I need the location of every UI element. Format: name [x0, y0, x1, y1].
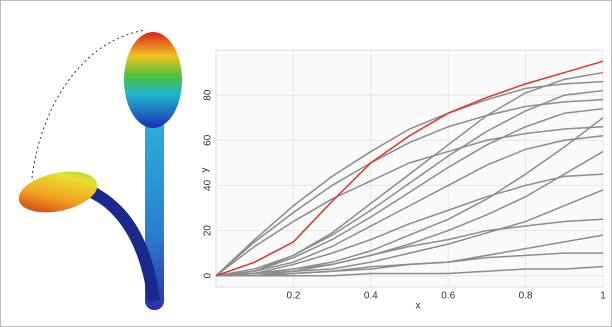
y-tick-label: 0 — [203, 272, 214, 278]
x-tick-label: 0.2 — [286, 291, 300, 302]
x-tick-label: 0.8 — [519, 291, 533, 302]
y-tick-label: 60 — [203, 134, 214, 146]
y-tick-label: 20 — [203, 225, 214, 237]
x-tick-label: 1 — [600, 291, 606, 302]
y-tick-label: 40 — [203, 179, 214, 191]
y-axis-label: y — [200, 168, 211, 173]
y-tick-label: 80 — [203, 89, 214, 101]
x-tick-label: 0.4 — [364, 291, 378, 302]
x-axis-label: x — [416, 301, 421, 312]
x-tick-label: 0.6 — [441, 291, 455, 302]
figure: y x 0 20 40 60 80 0.2 0.4 0.6 0.8 1 — [0, 0, 612, 327]
spoon-bowl — [124, 32, 182, 128]
